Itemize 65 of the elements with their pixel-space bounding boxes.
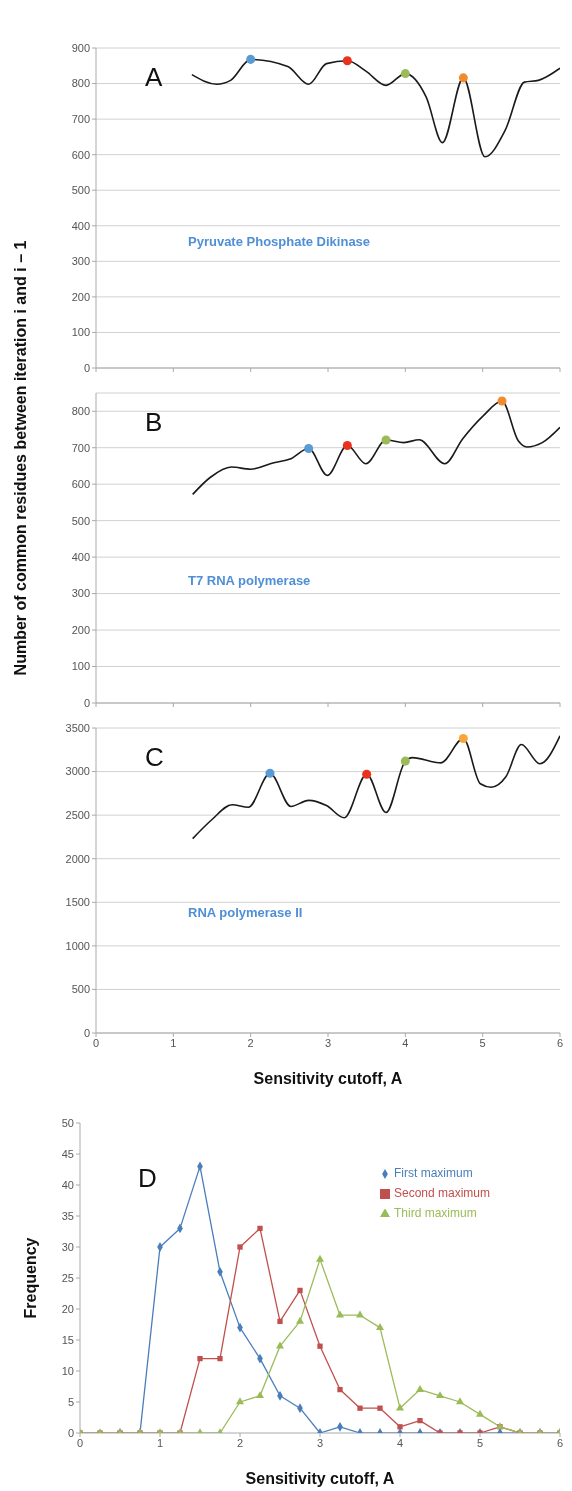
y-tick-label: 600 xyxy=(71,148,90,161)
y-axis-title: Number of common residues between iteration i and i – 1 xyxy=(12,240,30,676)
y-tick-label: 700 xyxy=(71,113,90,126)
y-tick-label: 100 xyxy=(71,660,90,673)
y-tick-label: 5 xyxy=(67,1395,74,1408)
y-tick-label: 200 xyxy=(71,290,90,303)
y-tick-label: 10 xyxy=(61,1364,74,1377)
x-tick-label: 2 xyxy=(247,1036,254,1049)
y-tick-label: 800 xyxy=(71,77,90,90)
x-tick-label: 1 xyxy=(156,1436,164,1449)
y-tick-label: 900 xyxy=(71,41,90,54)
y-tick-label: 0 xyxy=(83,1026,90,1039)
annotation: B xyxy=(145,407,163,438)
y-tick-label: 600 xyxy=(71,478,90,491)
x-axis-title: Sensitivity cutoff, A xyxy=(245,1470,395,1487)
y-tick-label: 0 xyxy=(83,361,90,374)
annotation: A xyxy=(145,62,163,93)
x-tick-label: 1 xyxy=(170,1036,177,1049)
annotation: RNA polymerase II xyxy=(188,904,303,920)
legend-label: First maximum xyxy=(394,1166,473,1180)
y-tick-label: 0 xyxy=(67,1426,74,1439)
y-tick-label: 2500 xyxy=(65,809,90,822)
x-tick-label: 2 xyxy=(236,1436,244,1449)
y-tick-label: 25 xyxy=(61,1271,74,1284)
y-tick-label: 0 xyxy=(83,696,90,709)
x-axis-title: Sensitivity cutoff, A xyxy=(253,1070,403,1087)
y-tick-label: 200 xyxy=(71,623,90,636)
y-tick-label: 35 xyxy=(61,1209,74,1222)
y-tick-label: 500 xyxy=(71,514,90,527)
x-tick-label: 5 xyxy=(479,1036,486,1049)
y-tick-label: 45 xyxy=(61,1147,74,1160)
annotation: T7 RNA polymerase xyxy=(188,572,311,588)
y-tick-label: 400 xyxy=(71,219,90,232)
x-tick-label: 4 xyxy=(396,1436,404,1449)
x-tick-label: 3 xyxy=(324,1036,332,1049)
y-tick-label: 100 xyxy=(71,326,90,339)
y-tick-label: 300 xyxy=(71,587,90,600)
legend-label: Second maximum xyxy=(394,1186,491,1200)
x-tick-label: 3 xyxy=(316,1436,324,1449)
y-tick-label: 50 xyxy=(61,1116,74,1129)
y-tick-label: 1500 xyxy=(65,896,90,909)
y-tick-label: 500 xyxy=(71,184,90,197)
annotation: Pyruvate Phosphate Dikinase xyxy=(188,233,371,249)
x-tick-label: 5 xyxy=(476,1436,484,1449)
y-tick-label: 3500 xyxy=(65,721,90,734)
y-tick-label: 500 xyxy=(71,983,90,996)
y-tick-label: 40 xyxy=(61,1178,74,1191)
y-tick-label: 15 xyxy=(61,1333,74,1346)
x-tick-label: 0 xyxy=(92,1036,100,1049)
x-tick-label: 6 xyxy=(556,1436,564,1449)
y-tick-label: 30 xyxy=(61,1240,74,1253)
x-tick-label: 4 xyxy=(402,1036,409,1049)
y-tick-label: 800 xyxy=(71,405,90,418)
y-tick-label: 700 xyxy=(71,441,90,454)
annotation: C xyxy=(145,742,164,773)
y-tick-label: 20 xyxy=(61,1302,74,1315)
x-tick-label: 6 xyxy=(556,1036,564,1049)
annotation: D xyxy=(138,1163,157,1194)
y-tick-label: 2000 xyxy=(65,852,90,865)
y-axis-title: Frequency xyxy=(22,1237,40,1319)
y-tick-label: 1000 xyxy=(65,939,90,952)
y-tick-label: 3000 xyxy=(65,765,90,778)
y-tick-label: 300 xyxy=(71,255,90,268)
legend-label: Third maximum xyxy=(394,1206,477,1220)
y-tick-label: 400 xyxy=(71,551,90,564)
